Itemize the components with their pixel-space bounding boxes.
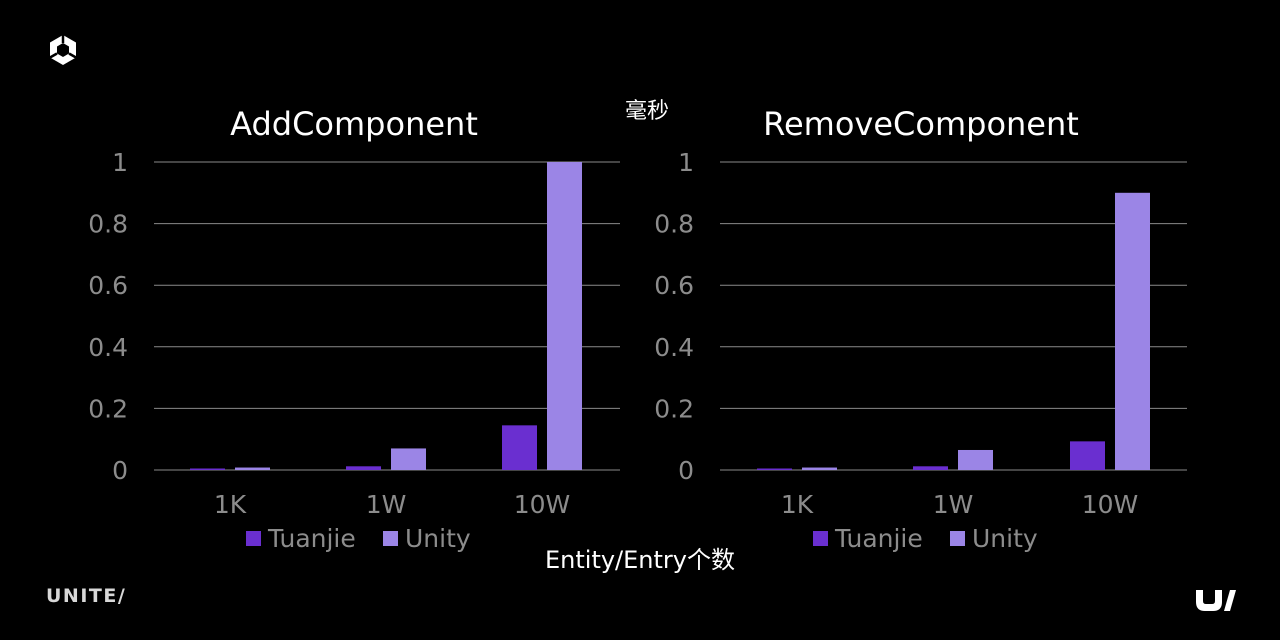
y-tick-label: 1 bbox=[112, 148, 128, 177]
x-tick-label: 1K bbox=[214, 490, 247, 519]
y-tick-label: 0 bbox=[112, 456, 128, 485]
chart-add-component: AddComponent 0 0.2 0.4 0.6 0.8 1 1K 1W 10W Tuanjie… bbox=[88, 105, 620, 553]
chart-remove-component: RemoveComponent 0 0.2 0.4 0.6 0.8 1 1K 1W 10W Tuan… bbox=[654, 105, 1187, 553]
x-axis-label: Entity/Entry个数 bbox=[545, 546, 735, 574]
x-tick-label: 1K bbox=[781, 490, 814, 519]
x-tick-label: 1W bbox=[933, 490, 974, 519]
y-tick-label: 0.2 bbox=[654, 394, 694, 423]
legend-swatch-unity bbox=[950, 531, 965, 546]
y-tick-label: 0.6 bbox=[654, 271, 694, 300]
legend-label-unity: Unity bbox=[972, 524, 1038, 553]
x-tick-label: 1W bbox=[366, 490, 407, 519]
legend-swatch-tuanjie bbox=[813, 531, 828, 546]
bar-unity-1k bbox=[235, 467, 270, 470]
unit-label: 毫秒 bbox=[625, 99, 669, 124]
bar-tuanjie-1w bbox=[346, 466, 381, 470]
unity-cube-logo-icon bbox=[49, 35, 77, 65]
y-tick-label: 0 bbox=[678, 456, 694, 485]
x-tick-label: 10W bbox=[514, 490, 571, 519]
bar-tuanjie-10w bbox=[1070, 441, 1105, 470]
chart-title: RemoveComponent bbox=[763, 105, 1079, 143]
bar-tuanjie-1k bbox=[190, 468, 225, 470]
legend-swatch-unity bbox=[383, 531, 398, 546]
bar-tuanjie-1k bbox=[757, 468, 792, 470]
legend-label-tuanjie: Tuanjie bbox=[834, 524, 923, 553]
y-tick-label: 0.6 bbox=[88, 271, 128, 300]
legend-label-tuanjie: Tuanjie bbox=[267, 524, 356, 553]
unite-u-logo-icon bbox=[1196, 590, 1236, 611]
bar-unity-10w bbox=[1115, 192, 1150, 471]
bar-tuanjie-1w bbox=[913, 466, 948, 470]
unite-brand-text: UNITE/ bbox=[46, 585, 126, 607]
y-tick-label: 0.4 bbox=[654, 333, 694, 362]
legend-swatch-tuanjie bbox=[246, 531, 261, 546]
x-tick-label: 10W bbox=[1082, 490, 1139, 519]
bar-unity-1w bbox=[391, 448, 426, 470]
y-tick-label: 0.4 bbox=[88, 333, 128, 362]
y-tick-label: 0.8 bbox=[88, 210, 128, 239]
y-tick-label: 0.8 bbox=[654, 210, 694, 239]
y-tick-label: 1 bbox=[678, 148, 694, 177]
y-tick-label: 0.2 bbox=[88, 394, 128, 423]
bar-unity-1k bbox=[802, 467, 837, 470]
bar-unity-10w bbox=[547, 162, 582, 470]
legend-label-unity: Unity bbox=[405, 524, 471, 553]
bar-tuanjie-10w bbox=[502, 425, 537, 470]
bar-unity-1w bbox=[958, 449, 993, 470]
chart-title: AddComponent bbox=[230, 105, 478, 143]
